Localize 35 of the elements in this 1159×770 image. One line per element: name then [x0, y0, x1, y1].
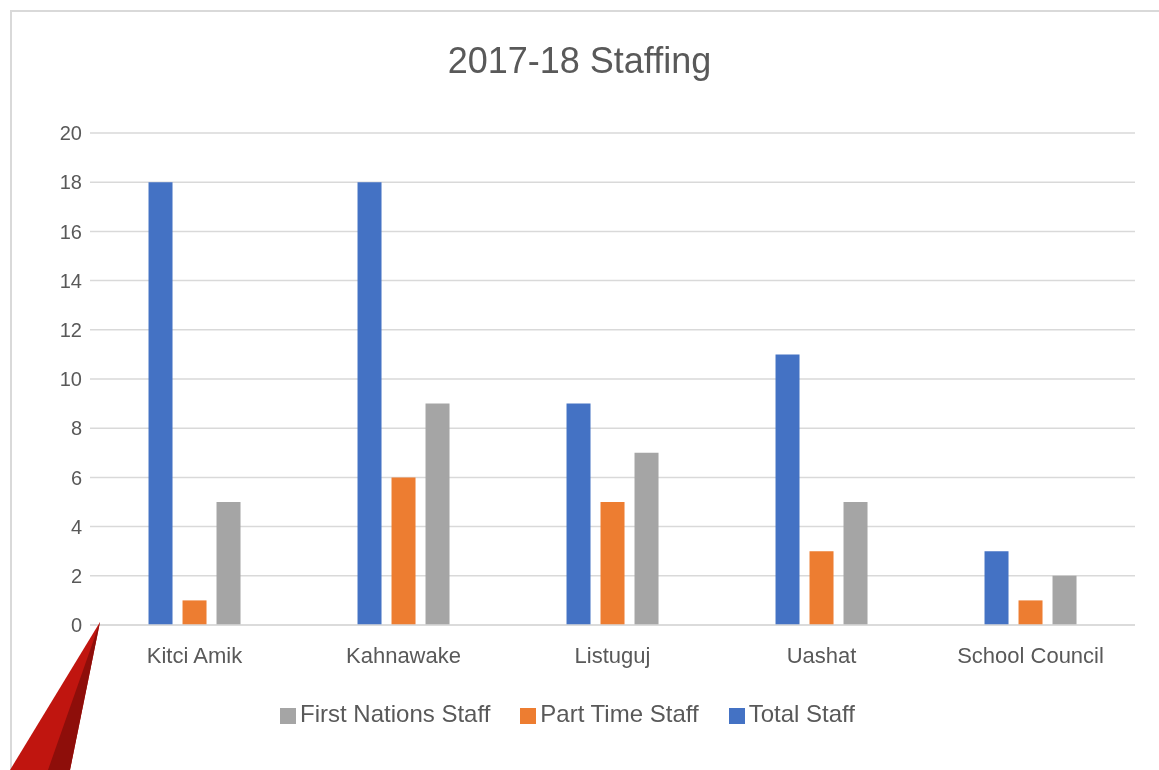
- chart-title: 2017-18 Staffing: [446, 40, 713, 82]
- y-tick-label: 12: [59, 318, 82, 341]
- x-tick-label: Listuguj: [574, 642, 651, 668]
- bar: [809, 551, 834, 625]
- y-tick-label: 16: [59, 220, 82, 243]
- bar: [391, 477, 416, 625]
- bar: [1052, 575, 1077, 625]
- bar: [634, 452, 659, 625]
- bar: [182, 600, 207, 625]
- y-tick-label: 10: [59, 368, 82, 391]
- bar: [566, 403, 591, 625]
- y-tick-label: 14: [59, 269, 82, 292]
- legend-label: Part Time Staff: [540, 700, 699, 727]
- y-tick-label: 18: [59, 171, 82, 194]
- x-tick-label: Kahnawake: [346, 642, 461, 668]
- bar: [775, 354, 800, 625]
- x-tick-label: School Council: [957, 642, 1104, 668]
- y-tick-label: 8: [70, 417, 82, 440]
- bar: [843, 502, 868, 625]
- x-tick-label: Uashat: [786, 642, 857, 668]
- y-tick-label: 0: [70, 614, 82, 637]
- legend-label: Total Staff: [748, 700, 855, 727]
- y-tick-label: 2: [70, 564, 82, 587]
- y-tick-label: 4: [70, 515, 82, 538]
- x-tick-label: Kitci Amik: [146, 642, 244, 668]
- bar: [148, 182, 173, 625]
- bar: [1018, 600, 1043, 625]
- y-tick-label: 6: [70, 466, 82, 489]
- bar: [600, 502, 625, 625]
- bar: [984, 551, 1009, 625]
- legend-label: First Nations Staff: [300, 700, 491, 727]
- bar: [425, 403, 450, 625]
- bar: [357, 182, 382, 625]
- bar: [216, 502, 241, 625]
- y-tick-label: 20: [59, 122, 82, 145]
